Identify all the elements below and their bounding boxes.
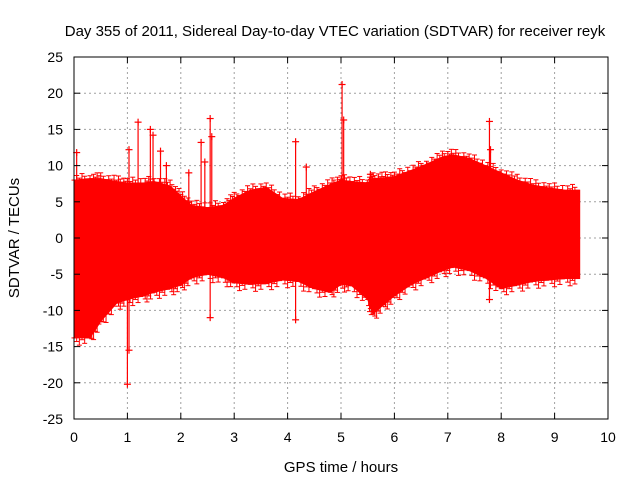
y-tick-label: -15 [43, 339, 63, 355]
ticks [73, 56, 609, 420]
x-tick-label: 6 [391, 429, 399, 445]
x-tick-label: 10 [600, 429, 616, 445]
x-tick-label: 7 [444, 429, 452, 445]
y-tick-label: 10 [47, 158, 63, 174]
y-axis-label: SDTVAR / TECUs [6, 178, 23, 298]
y-tick-label: -5 [51, 266, 64, 282]
y-tick-label: 5 [55, 194, 63, 210]
x-tick-label: 3 [230, 429, 238, 445]
y-tick-labels: -25 -20 -15 -10 -5 0 5 10 15 20 25 [43, 49, 63, 427]
data-layer [71, 148, 581, 346]
x-tick-label: 0 [70, 429, 78, 445]
x-tick-label: 2 [177, 429, 185, 445]
x-tick-labels: 0 1 2 3 4 5 6 7 8 9 10 [70, 429, 616, 445]
x-tick-label: 1 [124, 429, 132, 445]
spike-layer [73, 81, 495, 388]
x-tick-label: 8 [497, 429, 505, 445]
y-tick-label: 20 [47, 85, 63, 101]
x-tick-label: 5 [337, 429, 345, 445]
y-tick-label: -20 [43, 375, 63, 391]
chart-title: Day 355 of 2011, Sidereal Day-to-day VTE… [65, 23, 606, 40]
y-tick-label: -10 [43, 302, 63, 318]
y-tick-label: 25 [47, 49, 63, 65]
y-tick-label: 15 [47, 121, 63, 137]
y-tick-label: 0 [55, 230, 63, 246]
x-axis-label: GPS time / hours [284, 459, 398, 476]
y-tick-label: -25 [43, 411, 63, 427]
x-tick-label: 4 [284, 429, 292, 445]
x-tick-label: 9 [551, 429, 559, 445]
